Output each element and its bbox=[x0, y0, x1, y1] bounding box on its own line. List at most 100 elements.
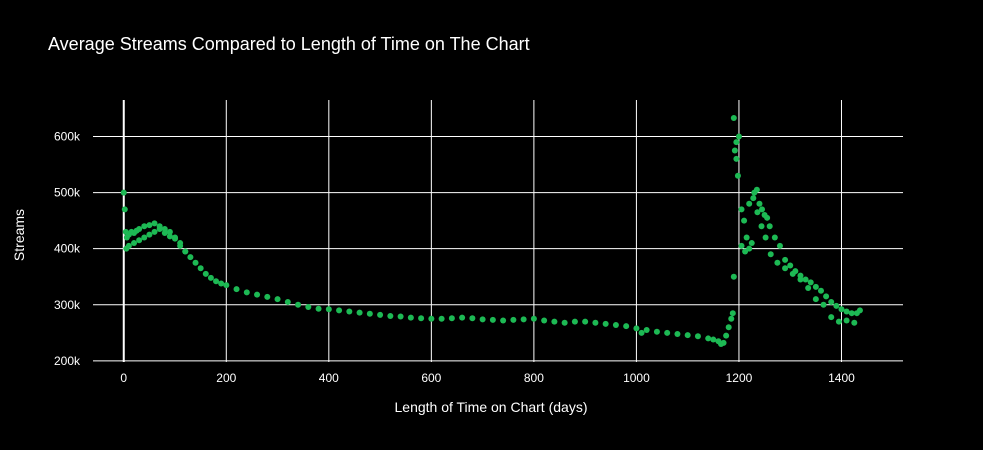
data-point bbox=[710, 336, 717, 343]
data-point bbox=[120, 189, 127, 196]
data-point bbox=[733, 139, 740, 146]
data-point bbox=[705, 335, 712, 342]
data-point bbox=[131, 240, 138, 247]
data-point bbox=[797, 276, 804, 283]
x-tick-label: 0 bbox=[120, 371, 127, 385]
data-point bbox=[612, 321, 619, 328]
x-tick-label: 1200 bbox=[726, 371, 753, 385]
data-point bbox=[151, 228, 158, 235]
data-point bbox=[551, 318, 558, 325]
data-point bbox=[643, 327, 650, 334]
data-point bbox=[213, 278, 220, 285]
y-tick-label: 500k bbox=[54, 186, 81, 200]
data-point bbox=[684, 332, 691, 339]
data-point bbox=[136, 237, 143, 244]
data-point bbox=[828, 298, 835, 305]
data-point bbox=[735, 133, 742, 140]
data-point bbox=[295, 301, 302, 308]
data-point bbox=[151, 220, 158, 227]
data-point bbox=[192, 259, 199, 266]
data-point bbox=[771, 234, 778, 241]
data-point bbox=[305, 304, 312, 311]
data-point bbox=[592, 319, 599, 326]
data-point bbox=[510, 316, 517, 323]
data-point bbox=[387, 312, 394, 319]
data-point bbox=[823, 293, 830, 300]
data-point bbox=[746, 200, 753, 207]
data-point bbox=[664, 329, 671, 336]
data-point bbox=[758, 223, 765, 230]
data-point bbox=[325, 306, 332, 313]
data-point bbox=[828, 314, 835, 321]
data-point bbox=[694, 333, 701, 340]
data-point bbox=[438, 315, 445, 322]
data-point bbox=[356, 309, 363, 316]
data-point bbox=[561, 319, 568, 326]
data-point bbox=[856, 307, 863, 314]
data-point bbox=[741, 217, 748, 224]
data-point bbox=[223, 282, 230, 289]
data-point bbox=[833, 302, 840, 309]
data-point bbox=[764, 214, 771, 221]
data-point bbox=[787, 262, 794, 269]
data-point bbox=[738, 206, 745, 213]
data-point bbox=[448, 315, 455, 322]
data-point bbox=[125, 242, 132, 249]
data-point bbox=[748, 240, 755, 247]
data-point bbox=[520, 316, 527, 323]
x-tick-label: 600 bbox=[421, 371, 441, 385]
data-point bbox=[146, 222, 153, 229]
x-tick-label: 1400 bbox=[828, 371, 855, 385]
data-point bbox=[366, 310, 373, 317]
data-point bbox=[838, 306, 845, 313]
data-point bbox=[541, 317, 548, 324]
data-point bbox=[202, 270, 209, 277]
data-point bbox=[459, 314, 466, 321]
data-point bbox=[754, 209, 761, 216]
data-point bbox=[315, 305, 322, 312]
data-point bbox=[843, 317, 850, 324]
x-tick-label: 1000 bbox=[623, 371, 650, 385]
data-point bbox=[789, 270, 796, 277]
data-point bbox=[762, 234, 769, 241]
y-tick-label: 200k bbox=[54, 354, 81, 368]
data-point bbox=[805, 284, 812, 291]
data-point bbox=[767, 251, 774, 258]
data-point bbox=[218, 280, 225, 287]
y-tick-label: 300k bbox=[54, 298, 81, 312]
x-tick-label: 200 bbox=[216, 371, 236, 385]
data-point bbox=[207, 274, 214, 281]
data-point bbox=[738, 242, 745, 249]
data-point bbox=[264, 293, 271, 300]
data-point bbox=[730, 273, 737, 280]
data-point bbox=[243, 289, 250, 296]
data-point bbox=[766, 223, 773, 230]
data-point bbox=[638, 329, 645, 336]
data-point bbox=[187, 254, 194, 261]
data-point bbox=[742, 248, 749, 255]
data-point bbox=[172, 235, 179, 242]
data-point bbox=[284, 298, 291, 305]
data-point bbox=[161, 229, 168, 236]
data-point bbox=[633, 325, 640, 332]
data-point bbox=[274, 296, 281, 303]
data-point bbox=[730, 114, 737, 121]
data-point bbox=[776, 242, 783, 249]
x-tick-label: 800 bbox=[524, 371, 544, 385]
data-point bbox=[530, 315, 537, 322]
data-point bbox=[817, 287, 824, 294]
data-point bbox=[233, 286, 240, 293]
data-point bbox=[166, 233, 173, 240]
data-point bbox=[407, 314, 414, 321]
data-point bbox=[782, 256, 789, 263]
y-tick-label: 600k bbox=[54, 129, 81, 143]
data-point bbox=[725, 324, 732, 331]
data-point bbox=[723, 332, 730, 339]
data-point bbox=[807, 279, 814, 286]
data-point bbox=[720, 339, 727, 346]
data-point bbox=[835, 318, 842, 325]
data-point bbox=[820, 301, 827, 308]
